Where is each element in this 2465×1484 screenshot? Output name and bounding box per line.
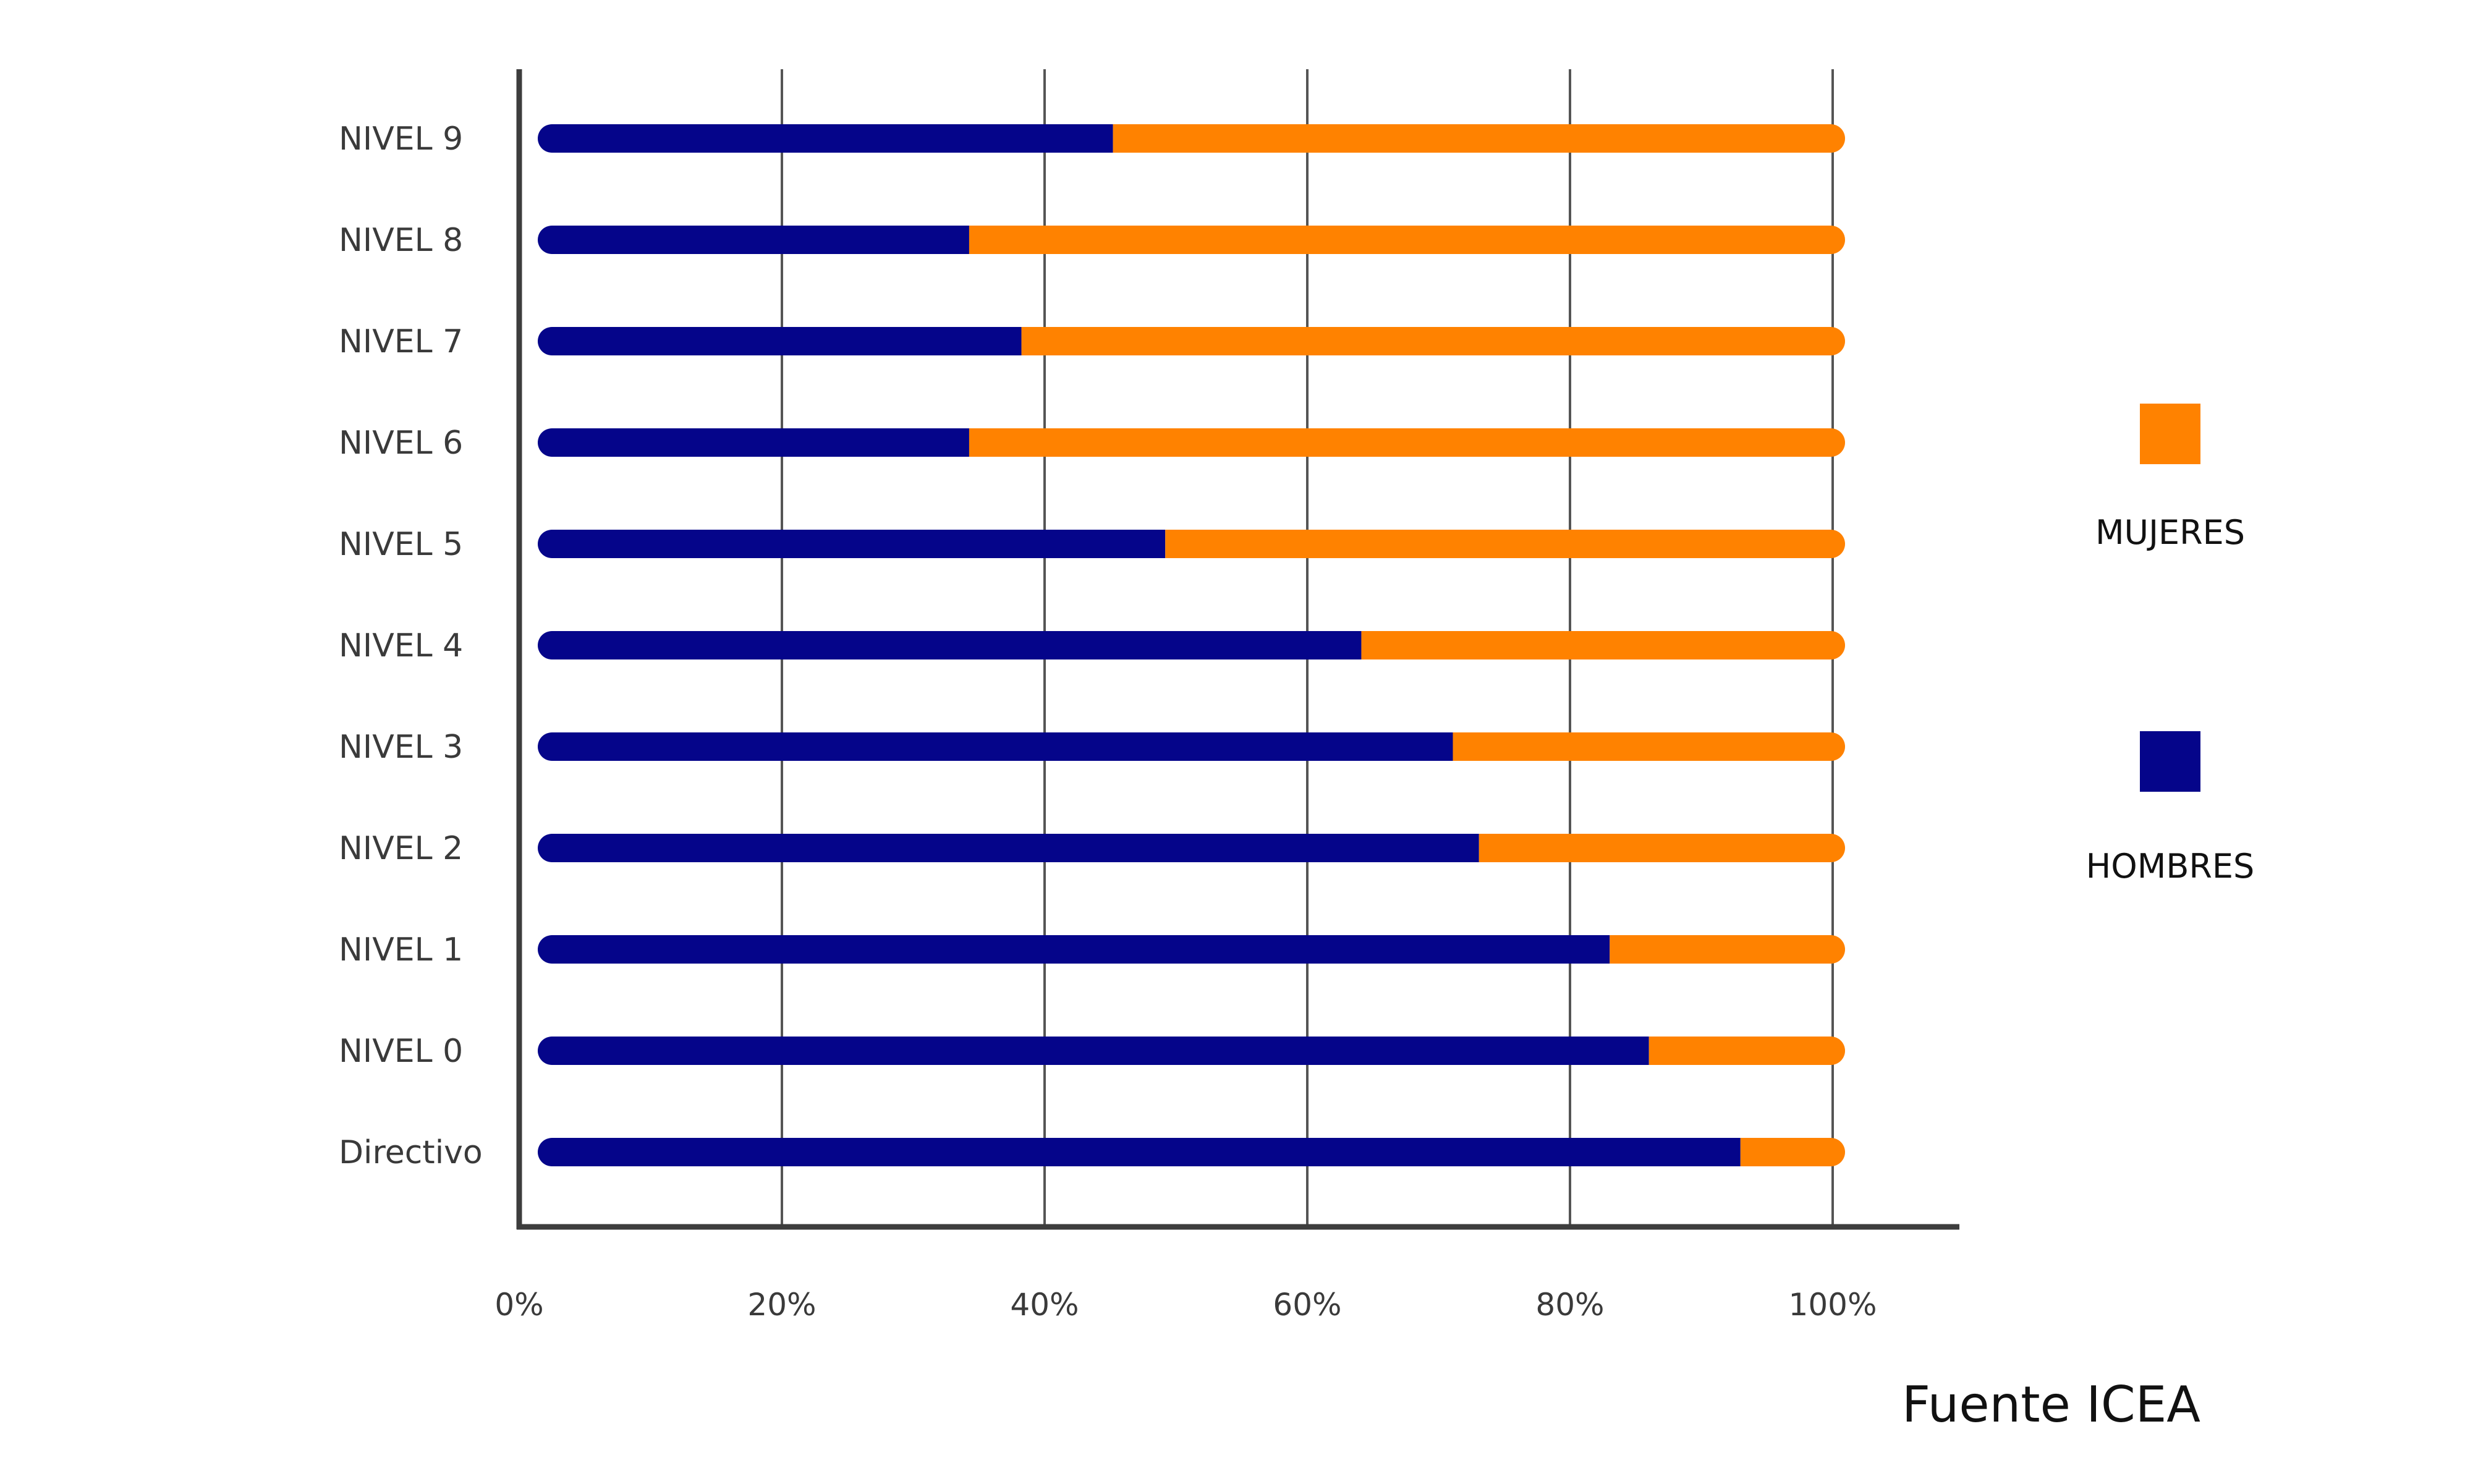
bar-segment-mujeres bbox=[1165, 530, 1845, 558]
bar-segment-hombres bbox=[538, 124, 1113, 153]
bar-row bbox=[538, 935, 1845, 964]
category-label: NIVEL 9 bbox=[339, 121, 463, 158]
category-label: NIVEL 7 bbox=[339, 323, 463, 360]
legend: MUJERES HOMBRES bbox=[2086, 404, 2255, 886]
category-label: NIVEL 4 bbox=[339, 627, 463, 664]
legend-swatch-mujeres bbox=[2140, 404, 2200, 464]
bar-segment-mujeres bbox=[1453, 732, 1845, 761]
category-label: NIVEL 3 bbox=[339, 729, 463, 766]
bar-row bbox=[538, 327, 1845, 355]
bar-segment-hombres bbox=[538, 226, 969, 254]
legend-swatch-hombres bbox=[2140, 731, 2200, 792]
x-tick-label: 80% bbox=[1535, 1287, 1604, 1323]
bar-segment-hombres bbox=[538, 327, 1022, 355]
category-label: NIVEL 1 bbox=[339, 931, 463, 969]
bar-segment-mujeres bbox=[1021, 327, 1845, 355]
category-label: NIVEL 6 bbox=[339, 425, 463, 462]
bar-row bbox=[538, 428, 1845, 457]
bar-row bbox=[538, 631, 1845, 659]
bar-segment-mujeres bbox=[969, 226, 1845, 254]
bar-segment-hombres bbox=[538, 834, 1479, 862]
x-tick-label: 100% bbox=[1789, 1287, 1877, 1323]
bar-row bbox=[538, 226, 1845, 254]
legend-label-hombres: HOMBRES bbox=[2086, 847, 2255, 886]
x-tick-label: 60% bbox=[1273, 1287, 1341, 1323]
bar-segment-mujeres bbox=[1479, 834, 1845, 862]
category-label: NIVEL 0 bbox=[339, 1033, 463, 1070]
x-tick-label: 0% bbox=[494, 1287, 543, 1323]
category-label: NIVEL 8 bbox=[339, 222, 463, 259]
category-label: NIVEL 5 bbox=[339, 526, 463, 563]
source-label: Fuente ICEA bbox=[1902, 1376, 2200, 1433]
bar-segment-hombres bbox=[538, 935, 1610, 964]
bar-row bbox=[538, 834, 1845, 862]
category-label: Directivo bbox=[339, 1134, 483, 1171]
bar-segment-mujeres bbox=[969, 428, 1845, 457]
bar-segment-mujeres bbox=[1113, 124, 1845, 153]
bar-segment-mujeres bbox=[1361, 631, 1845, 659]
bar-row bbox=[538, 124, 1845, 153]
category-label: NIVEL 2 bbox=[339, 830, 463, 867]
bar-segment-hombres bbox=[538, 732, 1453, 761]
bar-segment-mujeres bbox=[1740, 1138, 1845, 1166]
bar-row bbox=[538, 1037, 1845, 1065]
axes bbox=[516, 69, 1959, 1230]
legend-label-mujeres: MUJERES bbox=[2095, 513, 2245, 552]
bar-segment-hombres bbox=[538, 1037, 1649, 1065]
bar-segment-mujeres bbox=[1648, 1037, 1845, 1065]
bar-row bbox=[538, 530, 1845, 558]
x-tick-label: 40% bbox=[1010, 1287, 1079, 1323]
bar-row bbox=[538, 732, 1845, 761]
bar-segment-hombres bbox=[538, 428, 969, 457]
category-labels: NIVEL 9 NIVEL 8 NIVEL 7 NIVEL 6 NIVEL 5 NIVEL… bbox=[339, 121, 483, 1171]
bar-segment-hombres bbox=[538, 631, 1362, 659]
bar-segment-hombres bbox=[538, 1138, 1741, 1166]
bar-row bbox=[538, 1138, 1845, 1166]
x-tick-labels: 0% 20% 40% 60% 80% 100% bbox=[494, 1287, 1877, 1323]
bar-segment-mujeres bbox=[1610, 935, 1845, 964]
x-tick-label: 20% bbox=[747, 1287, 816, 1323]
bars bbox=[538, 124, 1845, 1166]
bar-segment-hombres bbox=[538, 530, 1166, 558]
